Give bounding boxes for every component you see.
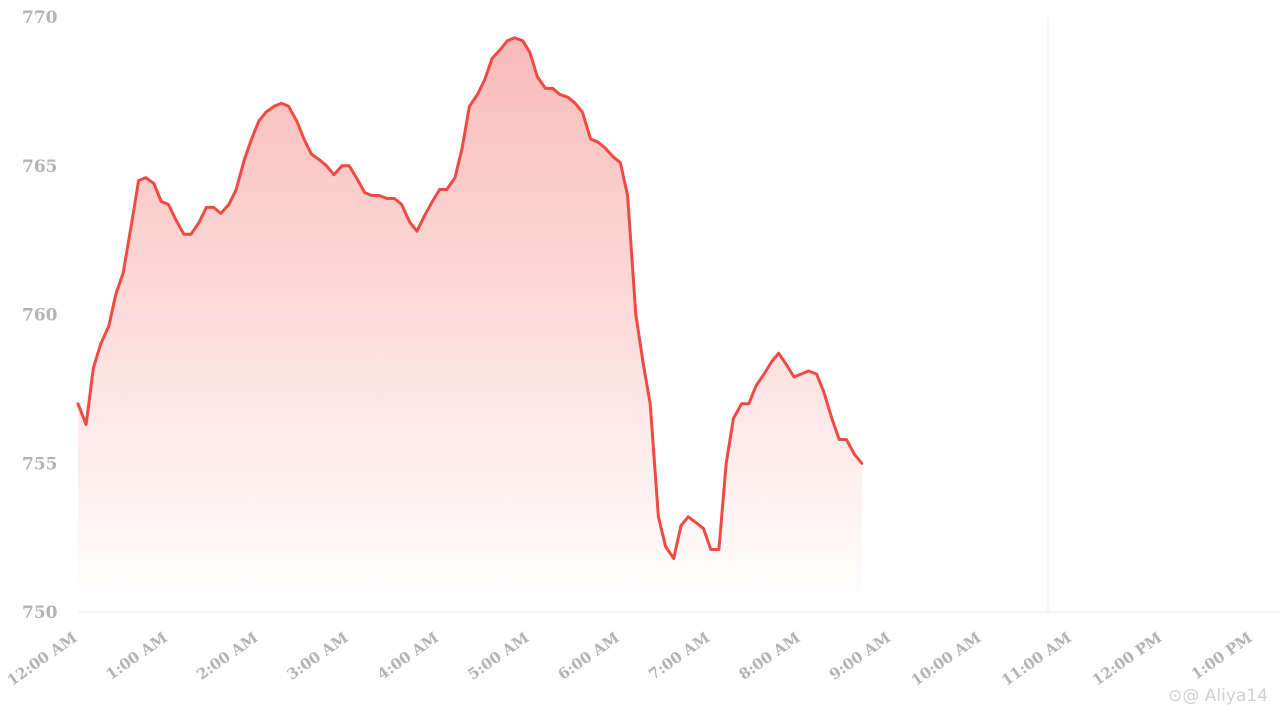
x-tick-label: 12:00 AM (4, 629, 80, 690)
x-tick-label: 9:00 AM (826, 629, 894, 684)
x-tick-label: 4:00 AM (374, 629, 442, 684)
series-area (78, 37, 862, 593)
x-tick-label: 10:00 AM (908, 629, 984, 690)
y-tick-label: 760 (22, 306, 58, 326)
y-tick-label: 765 (22, 157, 58, 177)
area-layer (78, 37, 862, 593)
watermark: ⊙@ Aliya14 (1168, 686, 1268, 706)
line-layer (76, 36, 864, 560)
grid-layer (78, 17, 1280, 613)
series-line (76, 36, 864, 560)
x-tick-label: 1:00 AM (103, 629, 171, 684)
x-tick-label: 6:00 AM (555, 629, 623, 684)
x-tick-label: 5:00 AM (464, 629, 532, 684)
x-tick-label: 12:00 PM (1089, 629, 1165, 690)
x-tick-label: 2:00 AM (193, 629, 261, 684)
x-tick-label: 11:00 AM (998, 629, 1074, 690)
y-tick-label: 750 (22, 603, 58, 623)
x-tick-label: 8:00 AM (736, 629, 804, 684)
x-tick-label: 3:00 AM (284, 629, 352, 684)
x-tick-label: 7:00 AM (645, 629, 713, 684)
x-tick-label: 1:00 PM (1188, 629, 1256, 684)
y-tick-label: 770 (22, 8, 58, 28)
y-tick-label: 755 (22, 454, 58, 474)
x-axis: 12:00 AM 1:00 AM 2:00 AM 3:00 AM 4:00 AM 5:00… (4, 629, 1280, 690)
y-axis: 750 755 760 765 770 (22, 8, 58, 623)
